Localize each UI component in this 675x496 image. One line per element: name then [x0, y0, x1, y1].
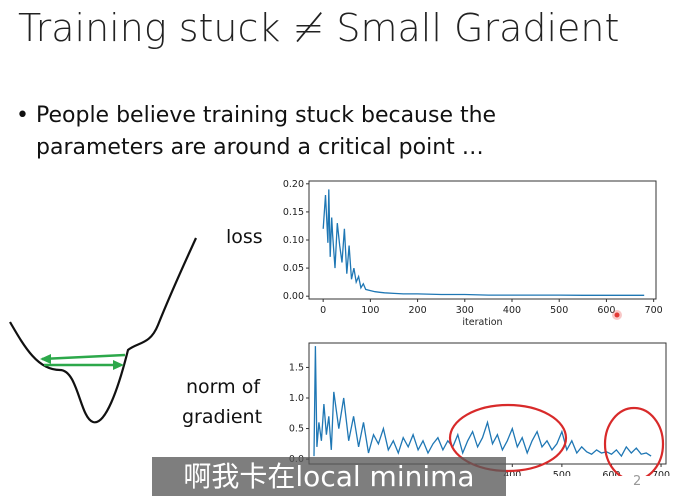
grad-y-tick-label: 1.0 — [289, 393, 304, 404]
grad-series-line — [313, 346, 652, 458]
pointer-cursor-icon — [614, 312, 620, 318]
slide-title: Training stuck ≠ Small Gradient — [18, 6, 620, 50]
loss-x-tick-label: 700 — [645, 305, 663, 316]
arrow-head-right — [113, 360, 124, 370]
page-number: 2 — [633, 474, 642, 489]
norm-label-line2: gradient — [182, 406, 262, 428]
loss-series-line — [322, 189, 645, 296]
bullet-text: People believe training stuck because th… — [36, 103, 497, 160]
grad-y-tick-label: 0.5 — [289, 424, 304, 435]
loss-x-tick-label: 400 — [503, 305, 521, 316]
grad-y-tick-label: 1.5 — [289, 362, 304, 373]
gradient-norm-chart: norm of gradient 0.00.51.01.540050060070… — [182, 342, 670, 476]
loss-plot-area: 0.00 0.05 0.10 0.15 0.20 0 100 200 300 400 500 600 7… — [283, 179, 663, 328]
annotation-circle-right — [603, 406, 665, 476]
loss-x-tick-label: 500 — [550, 305, 568, 316]
bullet-dot: • — [16, 103, 29, 128]
loss-x-tick-label: 600 — [597, 305, 615, 316]
critical-point-diagram — [9, 237, 198, 424]
subtitle-caption: 啊我卡在local minima — [152, 457, 506, 496]
grad-x-tick-label: 600 — [602, 470, 620, 476]
loss-y-tick-label: 0.15 — [283, 207, 304, 218]
loss-y-tick-label: 0.00 — [283, 291, 304, 302]
loss-x-tick-label: 200 — [409, 305, 427, 316]
grad-x-tick-label: 400 — [503, 470, 521, 476]
annotation-circle-middle — [448, 403, 568, 473]
loss-chart: loss 0.00 0.05 0.10 0.15 0.20 0 100 200 300 400 50… — [226, 179, 663, 328]
loss-x-tick-label: 100 — [361, 305, 379, 316]
loss-label: loss — [226, 226, 263, 248]
grad-x-tick-label: 500 — [553, 470, 571, 476]
oscillation-arrow-left — [41, 353, 126, 361]
loss-x-tick-label: 300 — [456, 305, 474, 316]
arrow-head-left — [40, 354, 51, 364]
error-surface-curve — [9, 237, 198, 424]
loss-y-tick-label: 0.20 — [283, 179, 304, 190]
loss-x-tick-label: 0 — [320, 305, 326, 316]
grad-axes-frame — [308, 342, 667, 465]
loss-axes-frame — [308, 180, 657, 300]
loss-x-axis-label: iteration — [462, 317, 502, 328]
loss-y-tick-label: 0.05 — [283, 263, 304, 274]
loss-y-tick-label: 0.10 — [283, 235, 304, 246]
grad-x-tick-label: 700 — [652, 470, 670, 476]
norm-label-line1: norm of — [186, 376, 261, 398]
